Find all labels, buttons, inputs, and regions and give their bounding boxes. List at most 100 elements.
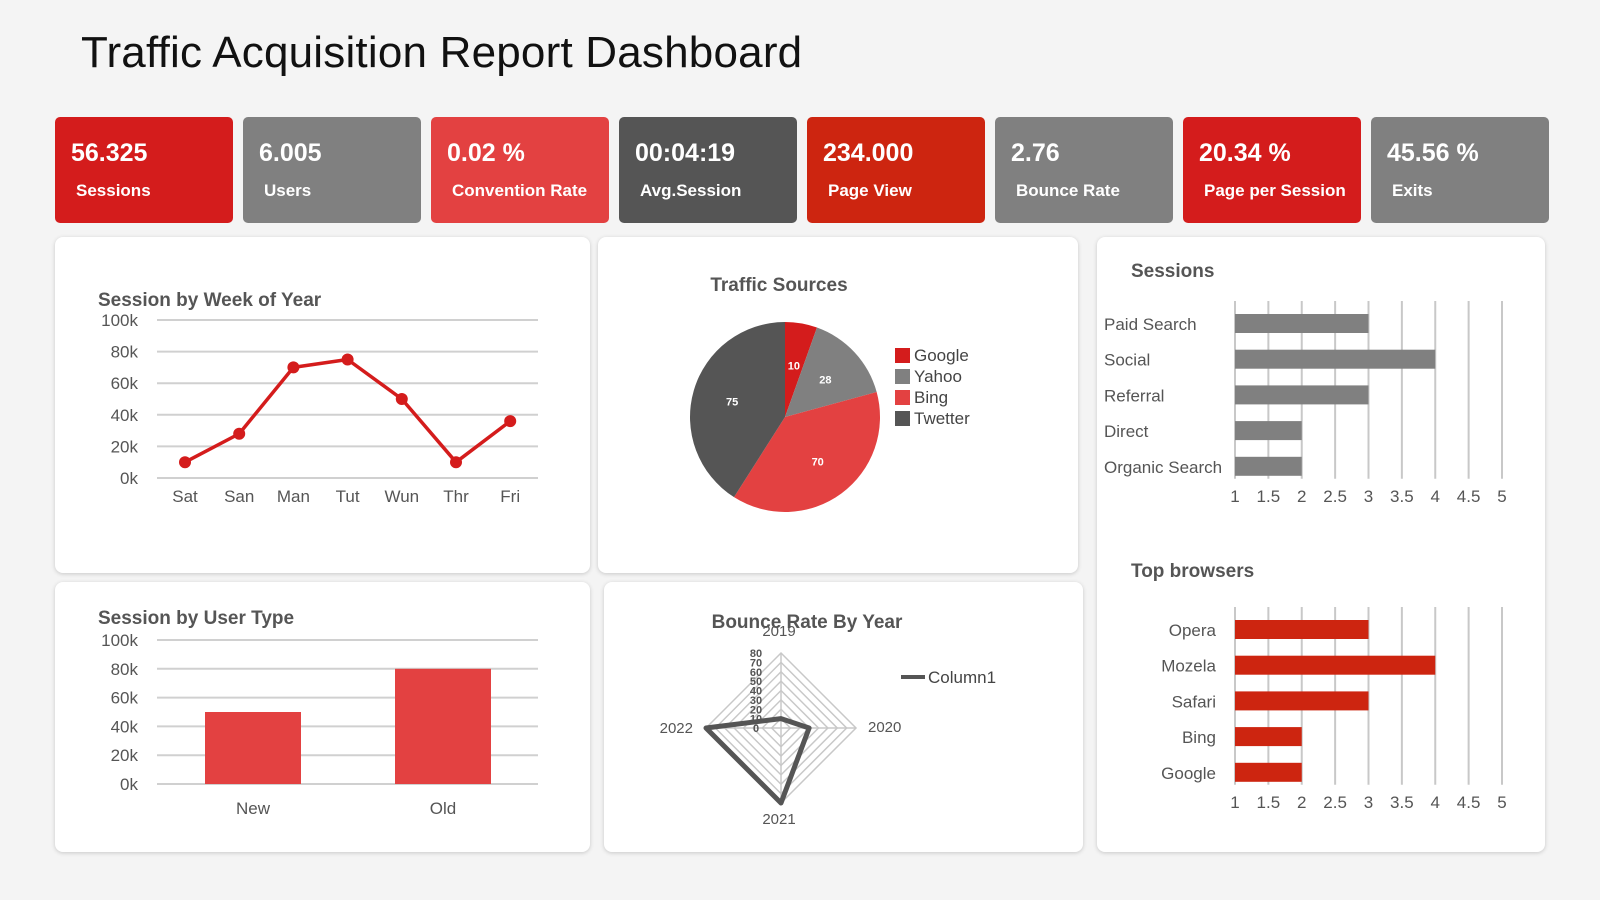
data-point (233, 427, 246, 440)
data-point (287, 361, 300, 374)
kpi-tile: 00:04:19 Avg.Session (619, 117, 797, 223)
kpi-tile: 45.56 % Exits (1371, 117, 1549, 223)
chart-title: Sessions (1131, 261, 1214, 282)
kpi-value: 56.325 (71, 139, 148, 167)
x-tick-label: Wun (384, 487, 419, 506)
x-tick-label: Man (277, 487, 310, 506)
kpi-label: Bounce Rate (1016, 181, 1120, 200)
x-tick-label: 2.5 (1323, 793, 1347, 812)
r-tick-label: 30 (750, 695, 762, 707)
legend-label: Twetter (914, 409, 970, 428)
category-label: Safari (1172, 692, 1216, 711)
data-point (395, 393, 408, 405)
x-tick-label: Tut (336, 487, 360, 506)
slice-label: 28 (819, 375, 831, 387)
legend-swatch (895, 411, 910, 426)
bar (1235, 762, 1302, 782)
x-tick-label: 4 (1431, 487, 1440, 506)
kpi-tile: 56.325 Sessions (55, 117, 233, 223)
x-tick-label: 4 (1431, 793, 1440, 812)
x-tick-label: New (236, 799, 271, 818)
bar (1235, 456, 1302, 476)
y-tick-label: 20k (111, 746, 139, 765)
chart-title: Top browsers (1131, 561, 1254, 582)
kpi-value: 234.000 (823, 139, 914, 167)
y-tick-label: 100k (101, 631, 138, 650)
legend-label: Column1 (928, 668, 996, 687)
chart-title: Session by User Type (98, 608, 294, 629)
series-line (703, 716, 812, 806)
traffic-sources-card: Traffic Sources 10 28 70 75 Google Yahoo Bing Tw… (598, 237, 1078, 573)
slice-label: 10 (788, 361, 800, 373)
x-tick-label: Sat (172, 487, 198, 506)
top-browsers-bar-chart: Top browsers 1 1.5 2 2.5 3 3.5 4 4.5 5 Opera Mozela… (1131, 561, 1507, 812)
user-type-card: Session by User Type 0k 20k 40k 60k 80k 100k Ne… (55, 582, 590, 852)
data-point (341, 353, 354, 366)
bar (1235, 691, 1369, 711)
y-tick-label: 0k (120, 775, 138, 794)
data-point (504, 415, 517, 428)
kpi-label: Sessions (76, 181, 151, 200)
x-tick-label: 4.5 (1457, 487, 1481, 506)
r-tick-label: 40 (750, 686, 762, 698)
kpi-tile: 234.000 Page View (807, 117, 985, 223)
kpi-label: Convention Rate (452, 181, 588, 200)
kpi-label: Exits (1392, 181, 1433, 200)
sessions-bar-chart: Sessions 1 1.5 2 2.5 3 3.5 4 4.5 5 Paid Search Soci… (1104, 261, 1507, 506)
kpi-value: 20.34 % (1199, 139, 1291, 167)
r-tick-label: 50 (750, 676, 762, 688)
kpi-tile: 20.34 % Page per Session (1183, 117, 1361, 223)
legend-swatch (895, 390, 910, 405)
bar (1235, 655, 1436, 675)
y-tick-label: 40k (111, 406, 139, 425)
data-point (450, 456, 462, 469)
x-tick-label: 3.5 (1390, 487, 1414, 506)
bounce-rate-card: 0 10 20 30 40 50 60 70 80 2019 2020 2021 2022 Bounce … (604, 582, 1083, 852)
r-tick-label: 60 (750, 667, 762, 679)
kpi-value: 45.56 % (1387, 139, 1479, 167)
r-tick-label: 0 (753, 723, 759, 735)
kpi-label: Page View (828, 181, 912, 200)
x-tick-label: San (224, 487, 254, 506)
x-tick-label: Thr (443, 487, 469, 506)
kpi-label: Page per Session (1204, 181, 1346, 200)
category-label: Bing (1182, 728, 1216, 747)
y-tick-label: 60k (111, 689, 139, 708)
category-label: Referral (1104, 386, 1164, 405)
bar (1235, 349, 1436, 369)
kpi-value: 6.005 (259, 139, 322, 167)
bar (205, 712, 301, 784)
x-tick-label: Old (430, 799, 456, 818)
legend-swatch (895, 369, 910, 384)
x-tick-label: 3 (1364, 487, 1373, 506)
chart-title: Traffic Sources (710, 275, 847, 296)
y-tick-label: 0k (120, 469, 138, 488)
x-tick-label: 1 (1230, 487, 1239, 506)
x-tick-label: 2 (1297, 793, 1306, 812)
axis-category-label: 2022 (660, 720, 693, 737)
x-tick-label: 2 (1297, 487, 1306, 506)
r-tick-label: 20 (750, 704, 762, 716)
x-tick-label: 1.5 (1257, 487, 1281, 506)
pie-slice (785, 322, 817, 417)
bar (1235, 421, 1302, 441)
bar (395, 668, 491, 784)
axis-category-label: 2019 (762, 623, 795, 640)
y-tick-label: 40k (111, 717, 139, 736)
bar (1235, 620, 1369, 639)
x-tick-label: 1 (1230, 793, 1239, 812)
r-tick-label: 80 (750, 648, 762, 660)
kpi-tile: 6.005 Users (243, 117, 421, 223)
data-point (179, 456, 191, 469)
bar (1235, 314, 1369, 333)
x-tick-label: 3 (1364, 793, 1373, 812)
kpi-tile: 2.76 Bounce Rate (995, 117, 1173, 223)
y-tick-label: 80k (111, 343, 139, 362)
bar (1235, 727, 1302, 747)
x-tick-label: 3.5 (1390, 793, 1414, 812)
category-label: Google (1161, 764, 1216, 783)
pie-slice (734, 392, 880, 513)
category-label: Mozela (1161, 657, 1216, 676)
kpi-value: 00:04:19 (635, 139, 736, 167)
slice-label: 70 (812, 456, 824, 468)
